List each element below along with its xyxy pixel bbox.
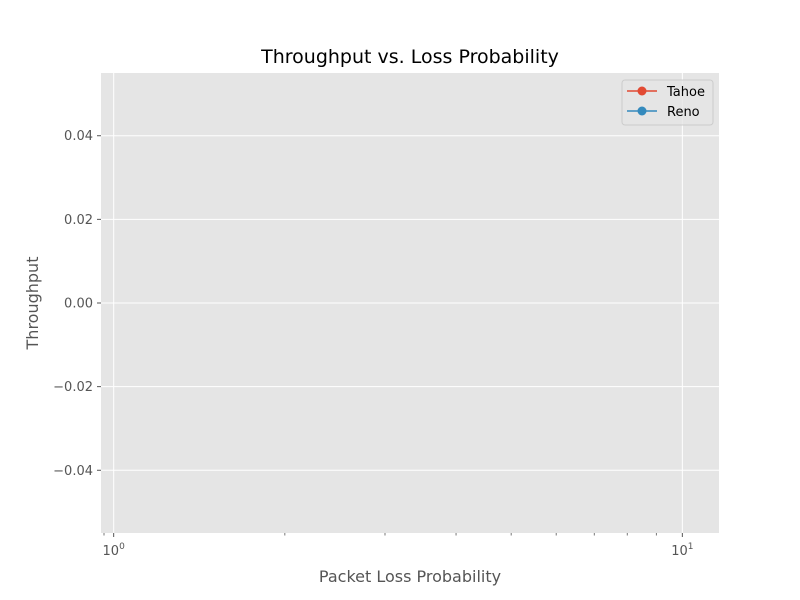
grid-lines (101, 73, 719, 533)
legend-marker-reno (637, 106, 647, 116)
legend-marker-tahoe (637, 86, 647, 96)
y-axis-label: Throughput (23, 257, 42, 351)
y-axis-ticks: 0.04 0.02 0.00 −0.02 −0.04 (53, 129, 101, 479)
chart-title: Throughput vs. Loss Probability (260, 46, 559, 68)
legend: Tahoe Reno (621, 79, 714, 126)
x-tick-label: 100 (103, 542, 126, 559)
y-tick-label: −0.04 (53, 464, 93, 479)
x-axis-label: Packet Loss Probability (319, 567, 501, 586)
legend-label-tahoe: Tahoe (666, 85, 705, 100)
x-tick-label: 101 (671, 542, 693, 559)
y-tick-label: 0.04 (64, 129, 93, 144)
x-axis-ticks: 100 101 (103, 533, 693, 559)
legend-label-reno: Reno (667, 105, 700, 120)
y-tick-label: 0.02 (64, 213, 93, 228)
y-tick-label: −0.02 (53, 380, 93, 395)
y-tick-label: 0.00 (64, 297, 93, 312)
